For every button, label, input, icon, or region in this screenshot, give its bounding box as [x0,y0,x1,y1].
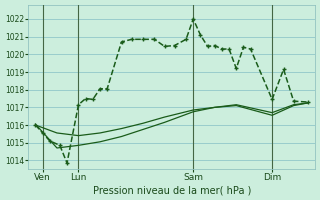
X-axis label: Pression niveau de la mer( hPa ): Pression niveau de la mer( hPa ) [92,185,251,195]
